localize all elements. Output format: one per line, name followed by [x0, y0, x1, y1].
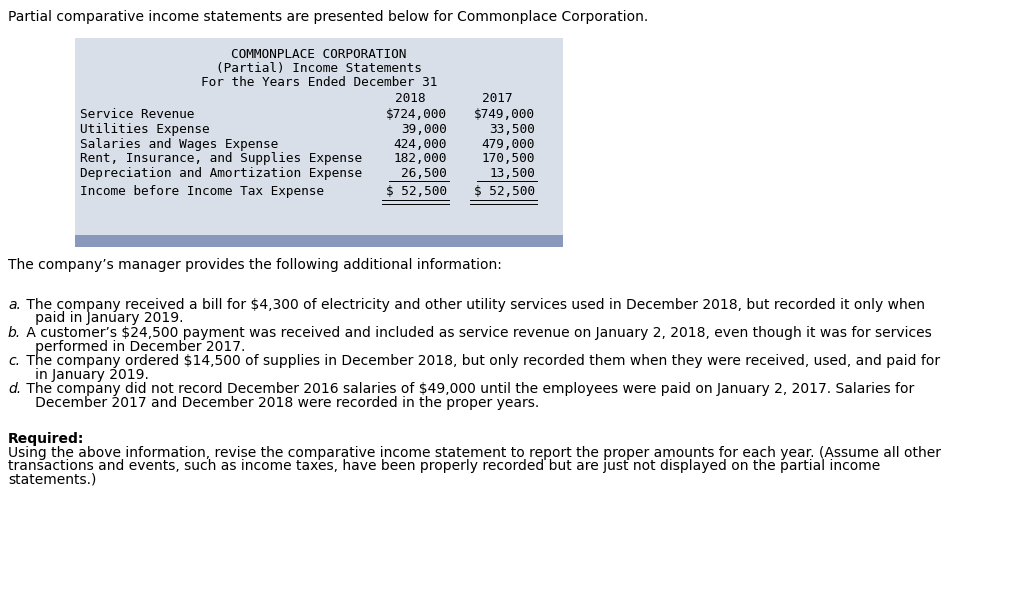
- Text: 39,000: 39,000: [401, 123, 447, 136]
- Text: Partial comparative income statements are presented below for Commonplace Corpor: Partial comparative income statements ar…: [8, 10, 648, 24]
- Text: performed in December 2017.: performed in December 2017.: [22, 339, 246, 353]
- FancyBboxPatch shape: [75, 38, 563, 235]
- Text: $749,000: $749,000: [474, 108, 535, 121]
- Text: The company did not record December 2016 salaries of $49,000 until the employees: The company did not record December 2016…: [22, 382, 914, 396]
- Text: Income before Income Tax Expense: Income before Income Tax Expense: [80, 185, 324, 198]
- Text: (Partial) Income Statements: (Partial) Income Statements: [216, 62, 422, 75]
- Text: d.: d.: [8, 382, 22, 396]
- Text: transactions and events, such as income taxes, have been properly recorded but a: transactions and events, such as income …: [8, 459, 881, 473]
- Text: The company received a bill for $4,300 of electricity and other utility services: The company received a bill for $4,300 o…: [22, 298, 925, 312]
- FancyBboxPatch shape: [75, 235, 563, 247]
- Text: COMMONPLACE CORPORATION: COMMONPLACE CORPORATION: [231, 48, 407, 61]
- Text: December 2017 and December 2018 were recorded in the proper years.: December 2017 and December 2018 were rec…: [22, 395, 540, 409]
- Text: 26,500: 26,500: [401, 167, 447, 180]
- Text: The company’s manager provides the following additional information:: The company’s manager provides the follo…: [8, 258, 502, 272]
- Text: Using the above information, revise the comparative income statement to report t: Using the above information, revise the …: [8, 445, 941, 460]
- Text: 2018: 2018: [394, 92, 425, 105]
- Text: Rent, Insurance, and Supplies Expense: Rent, Insurance, and Supplies Expense: [80, 152, 362, 165]
- Text: in January 2019.: in January 2019.: [22, 368, 148, 382]
- Text: Required:: Required:: [8, 432, 84, 446]
- Text: statements.): statements.): [8, 473, 96, 487]
- Text: 424,000: 424,000: [393, 137, 447, 150]
- Text: a.: a.: [8, 298, 20, 312]
- Text: c.: c.: [8, 354, 20, 368]
- Text: Service Revenue: Service Revenue: [80, 108, 195, 121]
- Text: The company ordered $14,500 of supplies in December 2018, but only recorded them: The company ordered $14,500 of supplies …: [22, 354, 940, 368]
- Text: 2017: 2017: [481, 92, 512, 105]
- Text: Salaries and Wages Expense: Salaries and Wages Expense: [80, 137, 279, 150]
- Text: Utilities Expense: Utilities Expense: [80, 123, 210, 136]
- Text: $ 52,500: $ 52,500: [474, 185, 535, 198]
- Text: Depreciation and Amortization Expense: Depreciation and Amortization Expense: [80, 167, 362, 180]
- Text: 170,500: 170,500: [481, 152, 535, 165]
- Text: 13,500: 13,500: [489, 167, 535, 180]
- Text: $ 52,500: $ 52,500: [386, 185, 447, 198]
- Text: 33,500: 33,500: [489, 123, 535, 136]
- Text: 182,000: 182,000: [393, 152, 447, 165]
- Text: 479,000: 479,000: [481, 137, 535, 150]
- Text: b.: b.: [8, 326, 22, 340]
- Text: A customer’s $24,500 payment was received and included as service revenue on Jan: A customer’s $24,500 payment was receive…: [22, 326, 932, 340]
- Text: For the Years Ended December 31: For the Years Ended December 31: [201, 76, 437, 89]
- Text: paid in January 2019.: paid in January 2019.: [22, 312, 183, 326]
- Text: $724,000: $724,000: [386, 108, 447, 121]
